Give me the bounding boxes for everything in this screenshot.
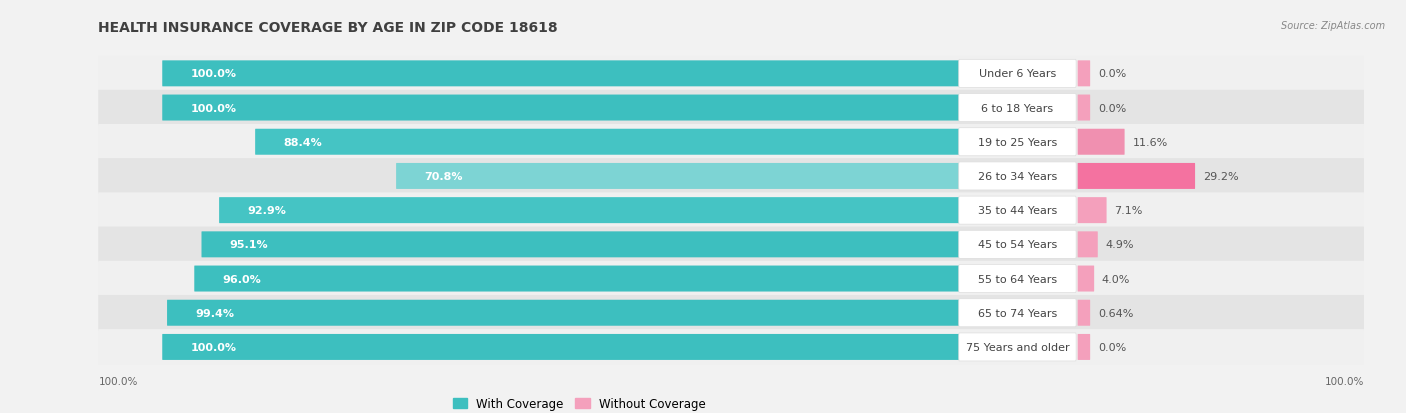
Text: 4.9%: 4.9% <box>1105 240 1135 250</box>
Text: 0.64%: 0.64% <box>1098 308 1133 318</box>
Text: 0.0%: 0.0% <box>1098 342 1126 352</box>
FancyBboxPatch shape <box>1077 334 1090 360</box>
FancyBboxPatch shape <box>959 128 1076 157</box>
FancyBboxPatch shape <box>98 125 1364 160</box>
FancyBboxPatch shape <box>1077 95 1090 121</box>
FancyBboxPatch shape <box>254 129 963 155</box>
FancyBboxPatch shape <box>98 295 1364 331</box>
Text: 26 to 34 Years: 26 to 34 Years <box>977 171 1057 181</box>
Text: 100.0%: 100.0% <box>191 69 236 79</box>
FancyBboxPatch shape <box>1077 300 1090 326</box>
FancyBboxPatch shape <box>194 266 963 292</box>
FancyBboxPatch shape <box>1077 164 1195 190</box>
FancyBboxPatch shape <box>162 334 963 360</box>
Text: 75 Years and older: 75 Years and older <box>966 342 1069 352</box>
Text: Source: ZipAtlas.com: Source: ZipAtlas.com <box>1281 21 1385 31</box>
FancyBboxPatch shape <box>1077 61 1090 87</box>
Text: 99.4%: 99.4% <box>195 308 235 318</box>
FancyBboxPatch shape <box>162 95 963 121</box>
Text: Under 6 Years: Under 6 Years <box>979 69 1056 79</box>
FancyBboxPatch shape <box>162 61 963 87</box>
Text: 100.0%: 100.0% <box>191 342 236 352</box>
Text: 70.8%: 70.8% <box>425 171 463 181</box>
FancyBboxPatch shape <box>959 94 1076 122</box>
FancyBboxPatch shape <box>1077 232 1098 258</box>
Text: 0.0%: 0.0% <box>1098 69 1126 79</box>
FancyBboxPatch shape <box>98 57 1364 92</box>
FancyBboxPatch shape <box>1077 266 1094 292</box>
Text: 100.0%: 100.0% <box>1324 376 1364 386</box>
FancyBboxPatch shape <box>959 265 1076 293</box>
FancyBboxPatch shape <box>396 164 963 190</box>
FancyBboxPatch shape <box>98 227 1364 263</box>
Text: HEALTH INSURANCE COVERAGE BY AGE IN ZIP CODE 18618: HEALTH INSURANCE COVERAGE BY AGE IN ZIP … <box>98 21 558 35</box>
FancyBboxPatch shape <box>98 90 1364 126</box>
Text: 45 to 54 Years: 45 to 54 Years <box>977 240 1057 250</box>
Text: 55 to 64 Years: 55 to 64 Years <box>979 274 1057 284</box>
Text: 29.2%: 29.2% <box>1204 171 1239 181</box>
FancyBboxPatch shape <box>1077 129 1125 155</box>
FancyBboxPatch shape <box>959 299 1076 327</box>
FancyBboxPatch shape <box>98 261 1364 297</box>
Text: 11.6%: 11.6% <box>1132 138 1167 147</box>
Text: 4.0%: 4.0% <box>1102 274 1130 284</box>
Text: 7.1%: 7.1% <box>1115 206 1143 216</box>
FancyBboxPatch shape <box>98 193 1364 228</box>
FancyBboxPatch shape <box>959 231 1076 259</box>
Legend: With Coverage, Without Coverage: With Coverage, Without Coverage <box>449 393 710 413</box>
FancyBboxPatch shape <box>959 333 1076 361</box>
Text: 100.0%: 100.0% <box>191 103 236 113</box>
FancyBboxPatch shape <box>98 159 1364 194</box>
Text: 19 to 25 Years: 19 to 25 Years <box>977 138 1057 147</box>
FancyBboxPatch shape <box>1077 198 1107 223</box>
FancyBboxPatch shape <box>959 60 1076 88</box>
Text: 100.0%: 100.0% <box>98 376 138 386</box>
Text: 88.4%: 88.4% <box>284 138 322 147</box>
FancyBboxPatch shape <box>201 232 963 258</box>
FancyBboxPatch shape <box>98 329 1364 365</box>
FancyBboxPatch shape <box>219 198 963 223</box>
Text: 0.0%: 0.0% <box>1098 103 1126 113</box>
Text: 96.0%: 96.0% <box>222 274 262 284</box>
Text: 95.1%: 95.1% <box>229 240 269 250</box>
FancyBboxPatch shape <box>959 163 1076 190</box>
FancyBboxPatch shape <box>167 300 963 326</box>
Text: 65 to 74 Years: 65 to 74 Years <box>977 308 1057 318</box>
Text: 35 to 44 Years: 35 to 44 Years <box>977 206 1057 216</box>
Text: 6 to 18 Years: 6 to 18 Years <box>981 103 1053 113</box>
Text: 92.9%: 92.9% <box>247 206 287 216</box>
FancyBboxPatch shape <box>959 197 1076 225</box>
